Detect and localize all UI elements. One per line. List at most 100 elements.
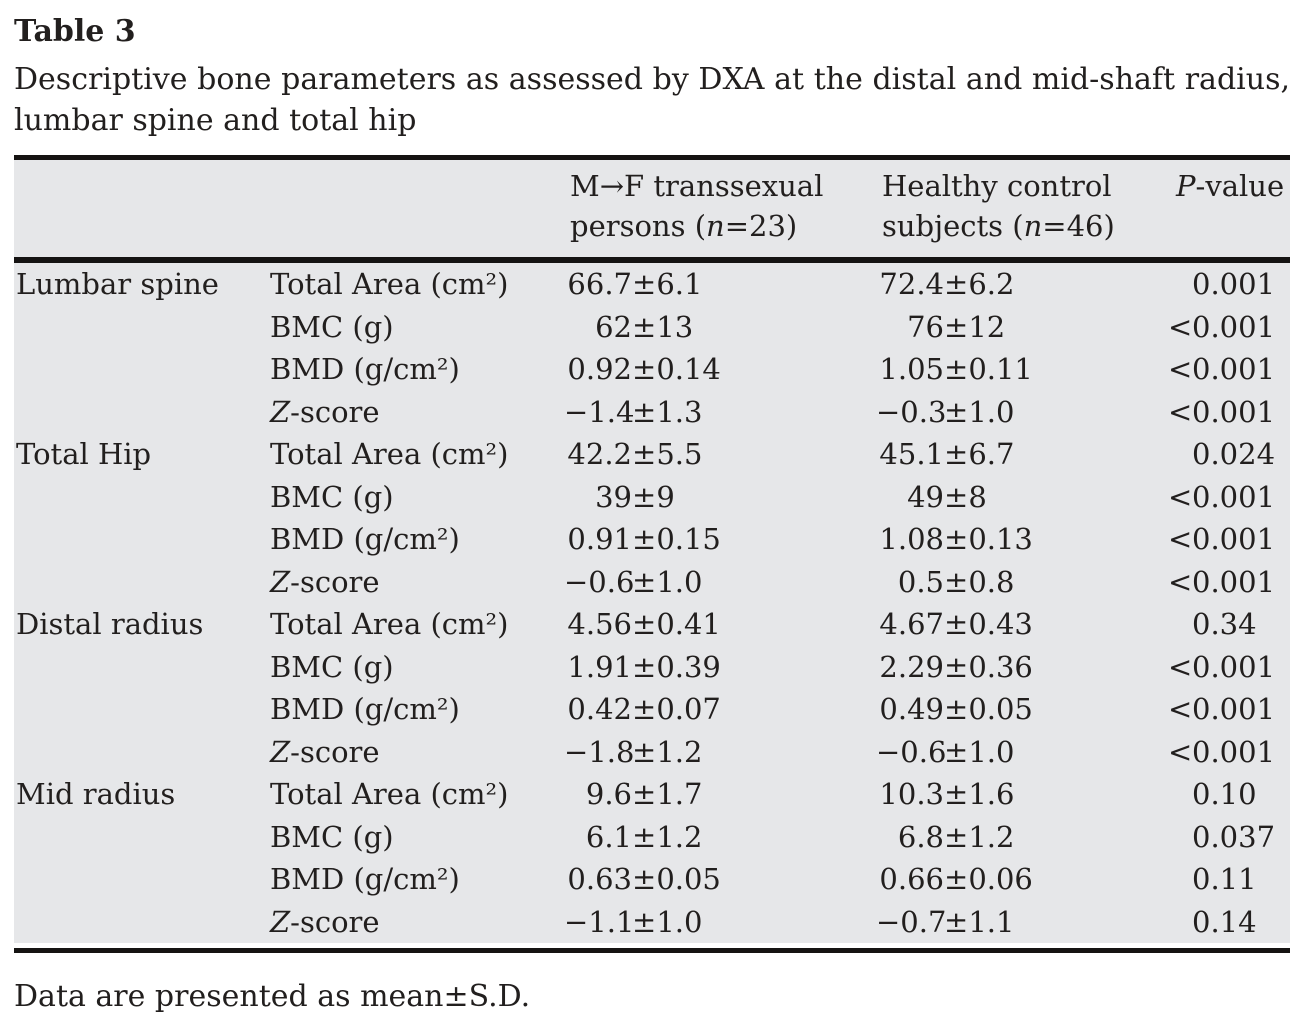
sd-value: 1.0 [968,734,1015,769]
plus-minus-sign: ± [944,564,969,599]
parameter-label: Total Area (cm²) [270,437,509,471]
sd-value: 0.8 [968,564,1015,599]
table-caption: Descriptive bone parameters as assessed … [14,62,1290,138]
sd-value: 1.0 [968,394,1015,429]
sd-value: 0.05 [656,862,721,896]
table-row: BMC (g) 6.1 ±1.2 6.8 ±1.2 0.037 [14,816,1290,859]
mean-value: 0.63 [567,862,632,896]
plus-minus-sign: ± [944,607,969,641]
region-label [14,348,270,391]
mean-value: −0.3 [876,394,947,429]
plus-minus-sign: ± [944,904,969,939]
mean-value: 49 [907,479,944,514]
sd-value: 9 [656,479,675,514]
parameter-label: BMC (g) [270,309,394,344]
parameter-label: Total Area (cm²) [270,607,509,641]
column-header-line1: M→F transsexual [570,169,824,203]
sd-value: 0.06 [968,862,1033,896]
plus-minus-sign: ± [944,692,969,726]
p-value: 0.001 [1168,263,1290,306]
table-header: M→F transsexual persons (n=23) Healthy c… [14,160,1290,263]
sd-value: 12 [968,309,1006,344]
sd-value: 1.7 [656,777,703,811]
value-transsexual-group: 39 ±9 [564,476,876,519]
plus-minus-sign: ± [632,692,657,726]
p-number: 0.001 [1192,309,1276,344]
header-spacer-region [14,166,270,246]
sd-value: 0.39 [656,649,721,684]
p-value: <0.001 [1168,391,1290,434]
plus-minus-sign: ± [944,479,969,514]
parameter-label: Z-score [270,394,380,429]
mean-value: 1.08 [879,522,944,556]
value-control-group: 6.8 ±1.2 [876,816,1168,859]
plus-minus-sign: ± [632,862,657,896]
region-label: Distal radius [16,607,204,641]
p-number: 0.037 [1192,819,1276,854]
sd-value: 13 [656,309,694,344]
mean-value: 4.67 [879,607,944,641]
p-number: 0.34 [1192,607,1257,641]
less-than-sign: < [1168,352,1193,386]
sd-value: 1.3 [656,394,703,429]
data-table: M→F transsexual persons (n=23) Healthy c… [14,155,1290,953]
plus-minus-sign: ± [944,862,969,896]
column-header-transsexual-group: M→F transsexual persons (n=23) [564,166,876,246]
header-spacer-parameter [270,166,564,246]
value-control-group: 49 ±8 [876,476,1168,519]
p-value: <0.001 [1168,561,1290,604]
region-label [14,561,270,604]
p-number: 0.001 [1192,649,1276,684]
p-number: 0.001 [1192,734,1276,769]
value-transsexual-group: 6.1 ±1.2 [564,816,876,859]
plus-minus-sign: ± [944,649,969,684]
mean-value: −1.4 [564,394,635,429]
plus-minus-sign: ± [944,734,969,769]
value-control-group: 45.1 ±6.7 [876,433,1168,476]
mean-value: 0.5 [897,564,944,599]
table-row: Distal radius Total Area (cm²) 4.56 ±0.41… [14,603,1290,646]
sd-value: 0.15 [656,522,721,556]
sd-value: 8 [968,479,987,514]
value-control-group: −0.6 ±1.0 [876,731,1168,774]
column-header-line2: subjects (n=46) [882,209,1115,243]
parameter-label: Z-score [270,564,380,599]
table-row: Lumbar spine Total Area (cm²) 66.7 ±6.1 7… [14,263,1290,306]
mean-value: −0.6 [564,564,635,599]
plus-minus-sign: ± [944,352,969,386]
less-than-sign: < [1168,394,1193,429]
value-control-group: 2.29 ±0.36 [876,646,1168,689]
region-label [14,816,270,859]
mean-value: 39 [595,479,632,514]
less-than-sign: < [1168,564,1193,599]
p-value: <0.001 [1168,731,1290,774]
plus-minus-sign: ± [632,819,657,854]
p-number: 0.024 [1192,437,1276,471]
region-label [14,688,270,731]
plus-minus-sign: ± [632,352,657,386]
sd-value: 5.5 [656,437,703,471]
region-label: Lumbar spine [16,267,219,301]
sd-value: 1.0 [656,564,703,599]
plus-minus-sign: ± [632,607,657,641]
mean-value: 1.05 [879,352,944,386]
region-label [14,518,270,561]
table-number-title: Table 3 [14,14,136,49]
p-number: 0.001 [1192,352,1276,386]
parameter-label: BMC (g) [270,479,394,514]
mean-value: 72.4 [879,267,944,301]
value-control-group: 0.66 ±0.06 [876,858,1168,901]
value-control-group: 76 ±12 [876,306,1168,349]
mean-value: 4.56 [567,607,632,641]
sd-value: 1.2 [656,819,703,854]
value-transsexual-group: −1.8 ±1.2 [564,731,876,774]
p-number: 0.001 [1192,479,1276,514]
p-value: <0.001 [1168,646,1290,689]
less-than-sign: < [1168,522,1193,556]
sd-value: 0.43 [968,607,1033,641]
value-transsexual-group: −1.1 ±1.0 [564,901,876,944]
p-value: 0.34 [1168,603,1290,646]
sd-value: 6.7 [968,437,1015,471]
value-transsexual-group: 4.56 ±0.41 [564,603,876,646]
